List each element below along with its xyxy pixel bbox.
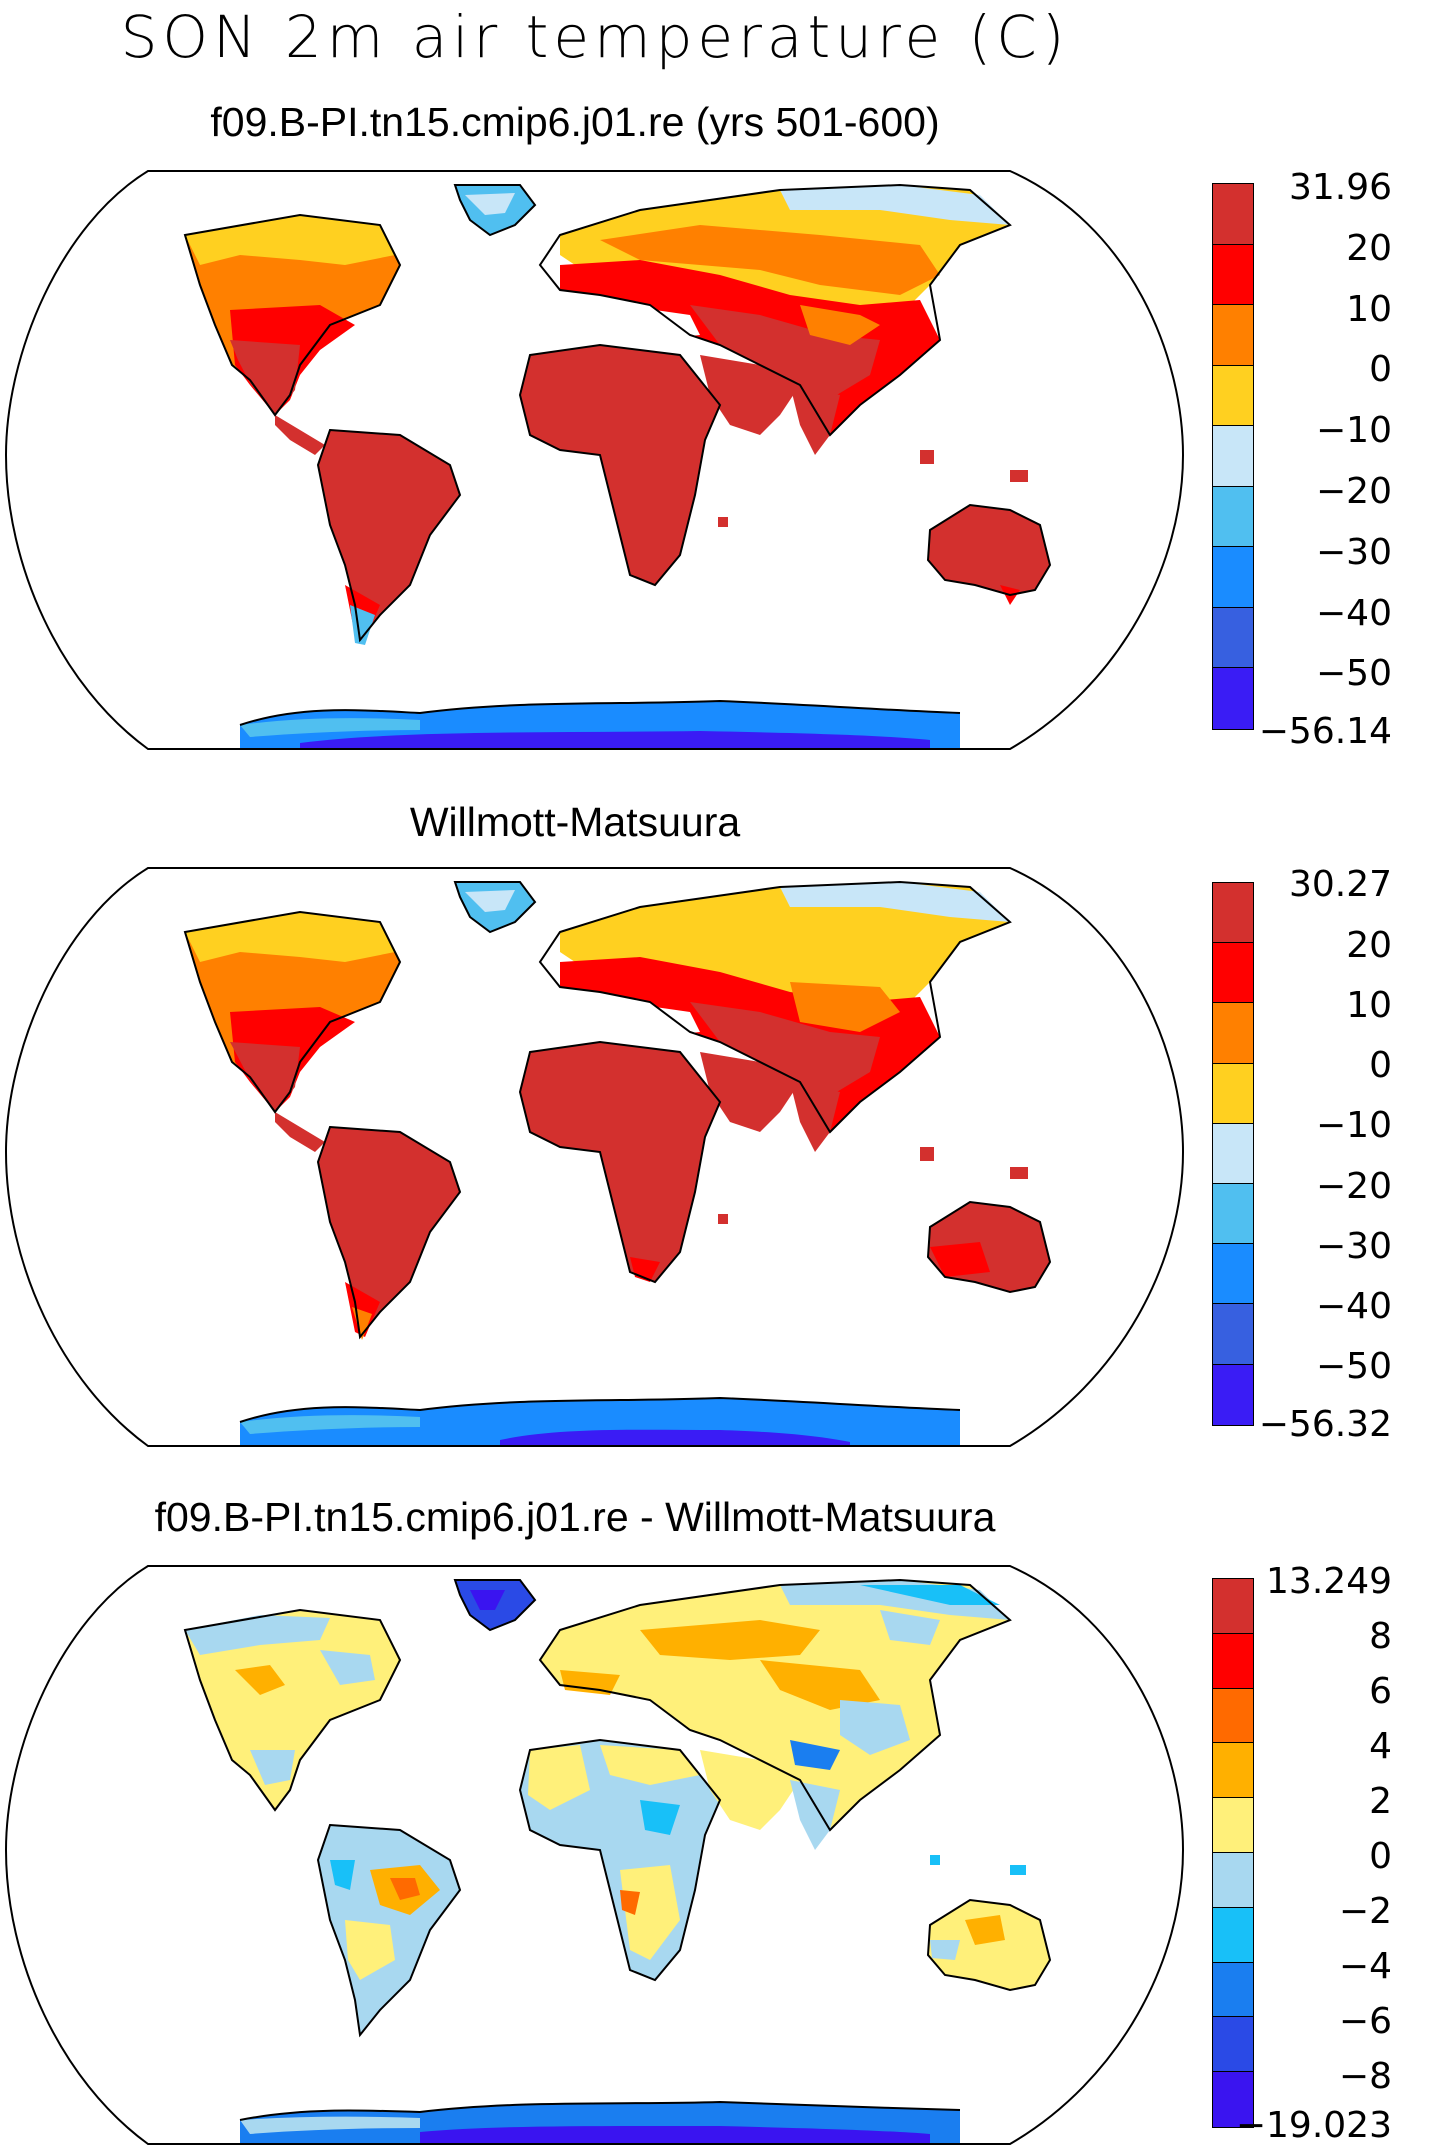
- cbar-1-label: −10: [1316, 410, 1392, 451]
- cbar-3-bin: [1213, 1633, 1253, 1689]
- cbar-1-bin: [1213, 365, 1253, 427]
- cbar-3-bin: [1213, 1907, 1253, 1963]
- panel-1-colorbar: [1212, 183, 1254, 730]
- cbar-2-label: −50: [1316, 1346, 1392, 1387]
- cbar-3-bin: [1213, 1798, 1253, 1853]
- cbar-3-label: −2: [1338, 1891, 1392, 1932]
- cbar-3-bin: [1213, 2017, 1253, 2073]
- panel-3-title: f09.B-PI.tn15.cmip6.j01.re - Willmott-Ma…: [154, 1494, 996, 1540]
- cbar-2-label: −40: [1316, 1286, 1392, 1327]
- cbar-2-bin: [1213, 1063, 1253, 1124]
- cbar-1-label: −40: [1316, 593, 1392, 634]
- cbar-1-bin: [1213, 547, 1253, 608]
- cbar-2-label: −20: [1316, 1166, 1392, 1207]
- cbar-1-label: 10: [1346, 289, 1392, 330]
- cbar-2-bin: [1213, 943, 1253, 1004]
- cbar-1-label: −56.14: [1258, 711, 1392, 752]
- panel-3-colorbar: [1212, 1578, 1254, 2128]
- panel-2-map: [4, 867, 1185, 1447]
- cbar-2-bin: [1213, 1003, 1253, 1064]
- cbar-2-bin: [1213, 1364, 1253, 1425]
- cbar-1-label: −50: [1316, 653, 1392, 694]
- cbar-2-bin: [1213, 1123, 1253, 1185]
- panel-2-colorbar: [1212, 882, 1254, 1426]
- panel-1-title: f09.B-PI.tn15.cmip6.j01.re (yrs 501-600): [210, 99, 940, 145]
- cbar-3-label: 6: [1369, 1671, 1392, 1712]
- cbar-2-label: −10: [1316, 1105, 1392, 1146]
- cbar-3-bin: [1213, 1852, 1253, 1908]
- cbar-3-label: 4: [1369, 1726, 1392, 1767]
- cbar-1-label: 0: [1369, 349, 1392, 390]
- cbar-2-label: −30: [1316, 1226, 1392, 1267]
- cbar-1-bin: [1213, 668, 1253, 729]
- cbar-3-label: −4: [1338, 1946, 1392, 1987]
- cbar-2-label: 30.27: [1288, 864, 1392, 905]
- cbar-1-bin: [1213, 244, 1253, 306]
- map-border: [4, 1565, 1185, 2145]
- cbar-1-label: 31.96: [1288, 167, 1392, 208]
- cbar-1-bin: [1213, 426, 1253, 487]
- cbar-1-bin: [1213, 486, 1253, 548]
- cbar-2-label: 0: [1369, 1045, 1392, 1086]
- cbar-3-label: 0: [1369, 1836, 1392, 1877]
- cbar-3-bin: [1213, 1688, 1253, 1744]
- panel-2-title: Willmott-Matsuura: [409, 799, 741, 845]
- cbar-2-label: 10: [1346, 985, 1392, 1026]
- cbar-3-bin: [1213, 2072, 1253, 2127]
- cbar-2-bin: [1213, 1304, 1253, 1365]
- cbar-2-bin: [1213, 883, 1253, 944]
- map-border: [4, 867, 1185, 1447]
- cbar-3-bin: [1213, 1962, 1253, 2018]
- cbar-3-label: 8: [1369, 1616, 1392, 1657]
- cbar-1-label: −20: [1316, 471, 1392, 512]
- cbar-2-label: 20: [1346, 925, 1392, 966]
- figure-title: SON 2m air temperature (C): [120, 3, 1070, 71]
- map-border: [4, 170, 1185, 750]
- cbar-3-bin: [1213, 1743, 1253, 1799]
- panel-3-map: [4, 1565, 1185, 2145]
- cbar-3-label: −8: [1338, 2056, 1392, 2097]
- panel-1-map: [4, 170, 1185, 750]
- cbar-1-bin: [1213, 607, 1253, 669]
- cbar-2-bin: [1213, 1244, 1253, 1305]
- cbar-2-bin: [1213, 1184, 1253, 1245]
- cbar-3-bin: [1213, 1579, 1253, 1634]
- cbar-1-bin: [1213, 305, 1253, 366]
- cbar-1-label: 20: [1346, 228, 1392, 269]
- cbar-3-label: 2: [1369, 1781, 1392, 1822]
- cbar-1-label: −30: [1316, 532, 1392, 573]
- cbar-3-label: −19.023: [1235, 2105, 1392, 2146]
- cbar-3-label: 13.249: [1266, 1561, 1392, 1602]
- cbar-1-bin: [1213, 184, 1253, 245]
- cbar-3-label: −6: [1338, 2001, 1392, 2042]
- cbar-2-label: −56.32: [1258, 1404, 1392, 1445]
